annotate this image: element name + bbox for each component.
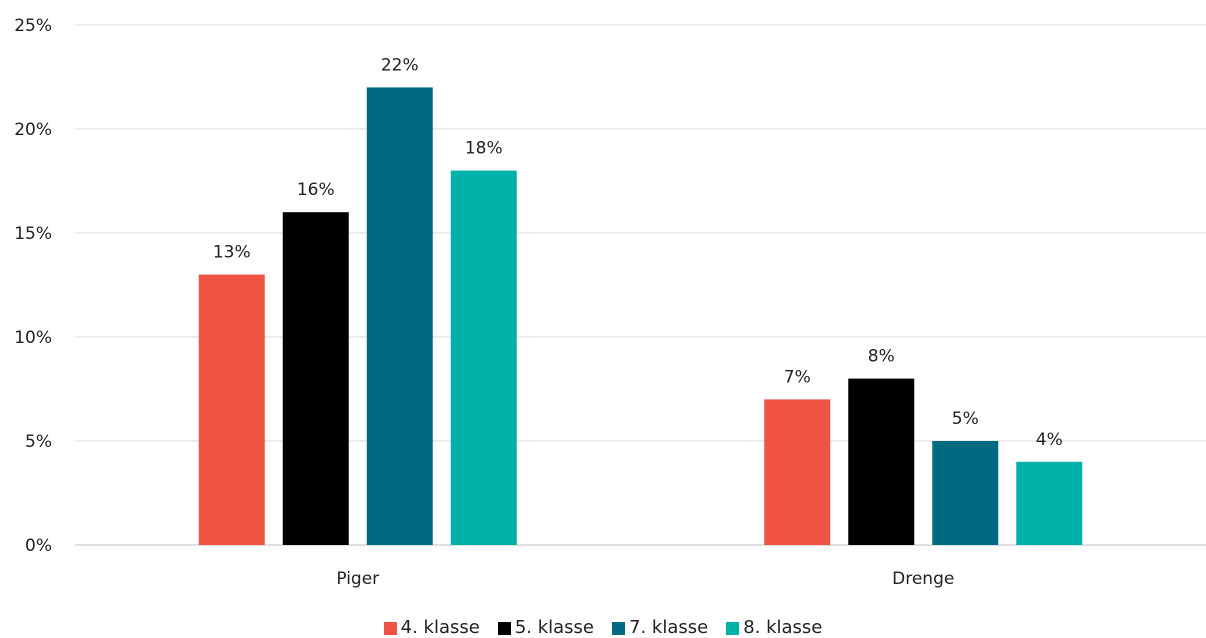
bar <box>282 212 349 545</box>
y-tick-label: 20% <box>14 120 52 140</box>
data-label: 4% <box>1036 430 1063 450</box>
y-axis-ticks: 0% 5% 10% 15% 20% 25% <box>14 16 52 556</box>
data-label: 16% <box>297 180 335 200</box>
data-label: 8% <box>868 347 895 367</box>
y-tick-label: 5% <box>25 432 52 452</box>
legend-label: 8. klasse <box>743 617 823 638</box>
legend-swatch <box>726 621 740 635</box>
legend-swatch <box>497 621 511 635</box>
data-label: 5% <box>952 409 979 429</box>
x-category-label: Drenge <box>892 569 954 589</box>
bar <box>848 378 915 545</box>
y-tick-label: 15% <box>14 224 52 244</box>
y-tick-label: 25% <box>14 16 52 36</box>
bar <box>1016 461 1083 545</box>
data-labels: 13% 16% 22% 18% 7% 8% 5% 4% <box>213 55 1063 449</box>
legend-item: 8. klasse <box>726 618 822 638</box>
legend-item: 7. klasse <box>612 618 708 638</box>
legend: 4. klasse 5. klasse 7. klasse 8. klasse <box>0 618 1206 638</box>
legend-swatch <box>383 621 397 635</box>
data-label: 22% <box>381 55 419 75</box>
data-label: 13% <box>213 243 251 263</box>
legend-swatch <box>612 621 625 635</box>
bar <box>450 170 517 545</box>
legend-label: 4. klasse <box>400 617 480 638</box>
legend-item: 5. klasse <box>497 617 594 638</box>
bars <box>198 87 1083 546</box>
y-tick-label: 10% <box>14 328 52 348</box>
data-label: 7% <box>784 367 811 387</box>
bar-chart: 0% 5% 10% 15% 20% 25% 13% 16% 22% 18% 7% 8% 5% 4% Pi… <box>14 16 1206 589</box>
bar <box>932 441 999 545</box>
x-category-label: Piger <box>336 569 379 589</box>
legend-label: 7. klasse <box>629 617 709 638</box>
bar <box>764 399 831 545</box>
data-label: 18% <box>465 139 503 159</box>
y-tick-label: 0% <box>25 536 52 556</box>
legend-label: 5. klasse <box>514 617 594 638</box>
legend-item: 4. klasse <box>383 617 480 638</box>
bar <box>366 87 433 546</box>
bar <box>198 274 265 545</box>
x-axis-categories: Piger Drenge <box>336 569 954 589</box>
